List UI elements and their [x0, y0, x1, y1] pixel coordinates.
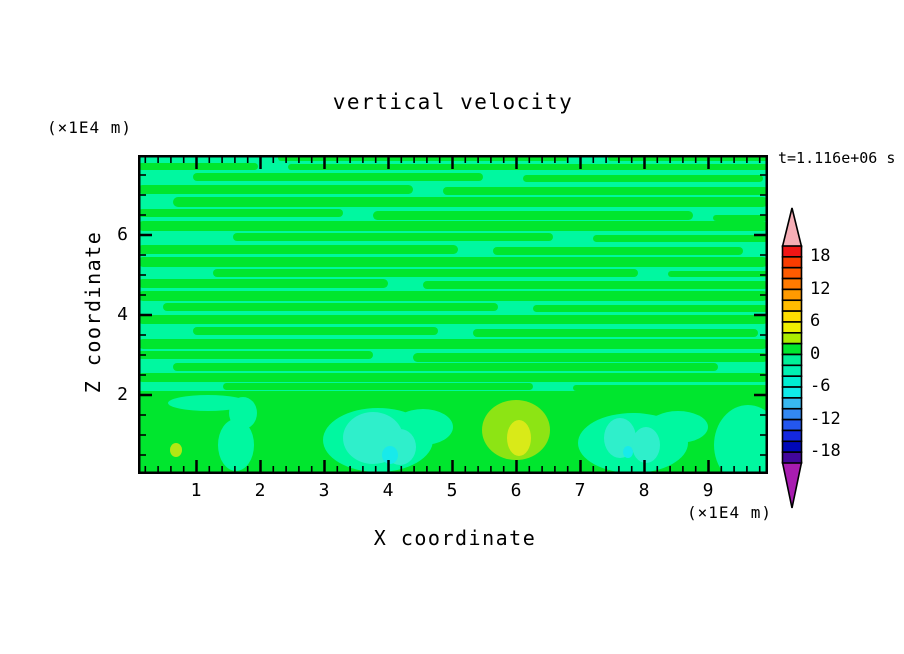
contour-streak: [668, 271, 768, 277]
x-tick-label: 4: [382, 480, 394, 501]
contour-streak: [193, 173, 483, 181]
contour-patch: [714, 405, 768, 474]
contour-streak: [593, 235, 768, 242]
contour-streak: [138, 339, 768, 349]
contour-streak: [373, 211, 693, 220]
contour-streak: [193, 327, 438, 335]
x-tick-label: 3: [318, 480, 330, 501]
colorbar-cell: [781, 418, 803, 432]
colorbar-cell: [781, 288, 803, 302]
contour-streak: [573, 385, 768, 391]
colorbar-cell: [781, 277, 803, 291]
z-tick-label: 4: [117, 304, 128, 325]
x-axis-units-label: (×1E4 m): [687, 503, 773, 522]
colorbar-label: 6: [810, 311, 821, 331]
colorbar-cells: [781, 245, 803, 464]
colorbar: [781, 207, 803, 509]
contour-streak: [163, 303, 498, 311]
contour-streak: [443, 187, 768, 195]
colorbar-cell: [781, 266, 803, 280]
contour-streak: [138, 351, 373, 359]
contour-streak: [288, 164, 768, 170]
colorbar-label: -12: [810, 409, 841, 429]
contour-streak: [473, 329, 758, 337]
contour-patch: [648, 411, 708, 443]
colorbar-cell: [781, 245, 803, 258]
contour-patch: [168, 395, 248, 411]
x-tick-label: 2: [254, 480, 266, 501]
colorbar-label: -18: [810, 441, 841, 461]
contour-streak: [173, 197, 768, 207]
time-label: t=1.116e+06 s: [778, 149, 896, 167]
x-tick-label: 5: [446, 480, 458, 501]
contour-streak: [138, 279, 388, 288]
x-tick-label: 9: [702, 480, 714, 501]
contour-streak: [138, 291, 768, 301]
colorbar-cell: [781, 321, 803, 334]
contour-streak: [138, 163, 258, 170]
colorbar-cell: [781, 429, 803, 443]
colorbar-cell: [781, 353, 803, 367]
colorbar-cell: [781, 386, 803, 399]
contour-streak: [493, 247, 743, 255]
contour-streak: [138, 315, 768, 324]
contour-streak: [233, 233, 553, 241]
contour-patch: [170, 443, 182, 457]
colorbar-cell: [781, 375, 803, 388]
colorbar-cell: [781, 310, 803, 323]
contour-streak: [213, 269, 638, 277]
contour-patch: [218, 419, 254, 471]
contour-plot: [138, 155, 768, 474]
contour-streak: [138, 257, 768, 267]
x-tick-label: 8: [638, 480, 650, 501]
x-tick-label: 6: [510, 480, 522, 501]
colorbar-under-arrow: [781, 461, 803, 509]
contour-streak: [173, 363, 718, 371]
colorbar-cell: [781, 397, 803, 410]
contour-streak: [423, 281, 768, 289]
colorbar-cell: [781, 451, 803, 464]
colorbar-label: 18: [810, 246, 831, 266]
colorbar-cell: [781, 256, 803, 269]
contour-patch: [632, 427, 660, 463]
colorbar-label: -6: [810, 376, 831, 396]
contour-streak: [523, 175, 763, 182]
colorbar-cell: [781, 364, 803, 378]
contour-streak: [533, 305, 768, 312]
colorbar-cell: [781, 342, 803, 356]
x-tick-label: 7: [574, 480, 586, 501]
contour-streak: [138, 185, 413, 194]
z-tick-label: 2: [117, 384, 128, 405]
colorbar-cell: [781, 407, 803, 421]
contour-streak: [138, 245, 458, 254]
contour-streak: [223, 383, 533, 390]
plot-title: vertical velocity: [332, 90, 574, 114]
colorbar-label: 0: [810, 344, 821, 364]
z-axis-units-label: (×1E4 m): [47, 118, 133, 137]
colorbar-cell: [781, 440, 803, 453]
contour-patch: [507, 420, 531, 456]
contour-streak: [413, 353, 768, 362]
plot-frame: [138, 155, 768, 474]
x-axis-title: X coordinate: [373, 526, 537, 550]
colorbar-cell: [781, 299, 803, 312]
contour-streak: [138, 373, 768, 382]
colorbar-cell: [781, 332, 803, 345]
colorbar-over-arrow: [781, 207, 803, 248]
contour-patch: [382, 446, 398, 464]
contour-streak: [138, 221, 768, 231]
contour-patch: [623, 446, 633, 458]
colorbar-label: 12: [810, 279, 831, 299]
contour-streak: [138, 209, 343, 217]
x-tick-label: 1: [190, 480, 202, 501]
contour-patch: [229, 397, 257, 429]
z-tick-label: 6: [117, 224, 128, 245]
contour-streak: [713, 215, 768, 221]
